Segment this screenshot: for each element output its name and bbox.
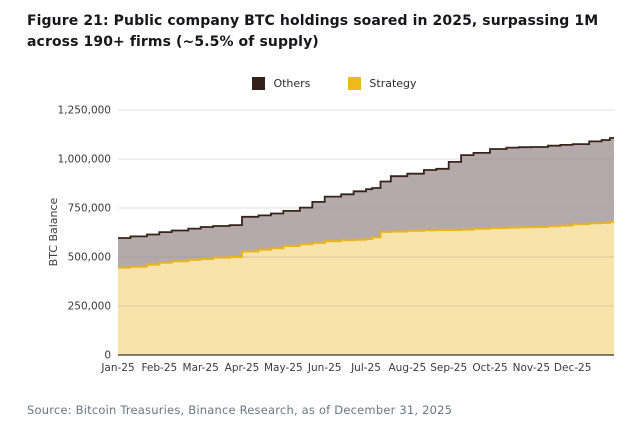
x-tick-label: Nov-25 xyxy=(513,362,550,374)
x-tick-label: Feb-25 xyxy=(141,362,177,374)
x-tick-label: May-25 xyxy=(264,362,303,374)
legend-label: Others xyxy=(273,76,311,90)
x-tick-label: Aug-25 xyxy=(389,362,427,374)
y-tick-label: 0 xyxy=(104,350,111,362)
y-axis-label: BTC Balance xyxy=(47,197,60,266)
x-tick-label: Oct-25 xyxy=(472,362,507,374)
source-note: Source: Bitcoin Treasuries, Binance Rese… xyxy=(27,403,453,417)
x-tick-label: Jan-25 xyxy=(100,362,134,374)
x-tick-label: Apr-25 xyxy=(225,362,260,374)
area-others xyxy=(118,138,614,268)
y-tick-label: 250,000 xyxy=(68,301,111,313)
y-tick-label: 750,000 xyxy=(68,203,111,215)
y-tick-label: 1,250,000 xyxy=(58,105,111,117)
line-strategy xyxy=(118,220,614,269)
legend-item-others: Others xyxy=(252,76,311,90)
legend-swatch xyxy=(252,76,266,90)
y-tick-label: 500,000 xyxy=(68,252,111,264)
legend-swatch xyxy=(348,76,362,90)
x-tick-label: Dec-25 xyxy=(554,362,591,374)
line-others-total xyxy=(118,137,614,239)
chart-legend: Others Strategy xyxy=(0,73,639,93)
figure-title: Figure 21: Public company BTC holdings s… xyxy=(27,13,599,50)
y-tick-label: 1,000,000 xyxy=(58,154,111,166)
legend-label: Strategy xyxy=(369,76,417,90)
x-tick-label: Jun-25 xyxy=(307,362,342,374)
legend-item-strategy: Strategy xyxy=(348,76,417,90)
x-tick-label: Jul-25 xyxy=(350,362,381,374)
x-tick-label: Mar-25 xyxy=(183,362,219,374)
x-tick-label: Sep-25 xyxy=(430,362,467,374)
